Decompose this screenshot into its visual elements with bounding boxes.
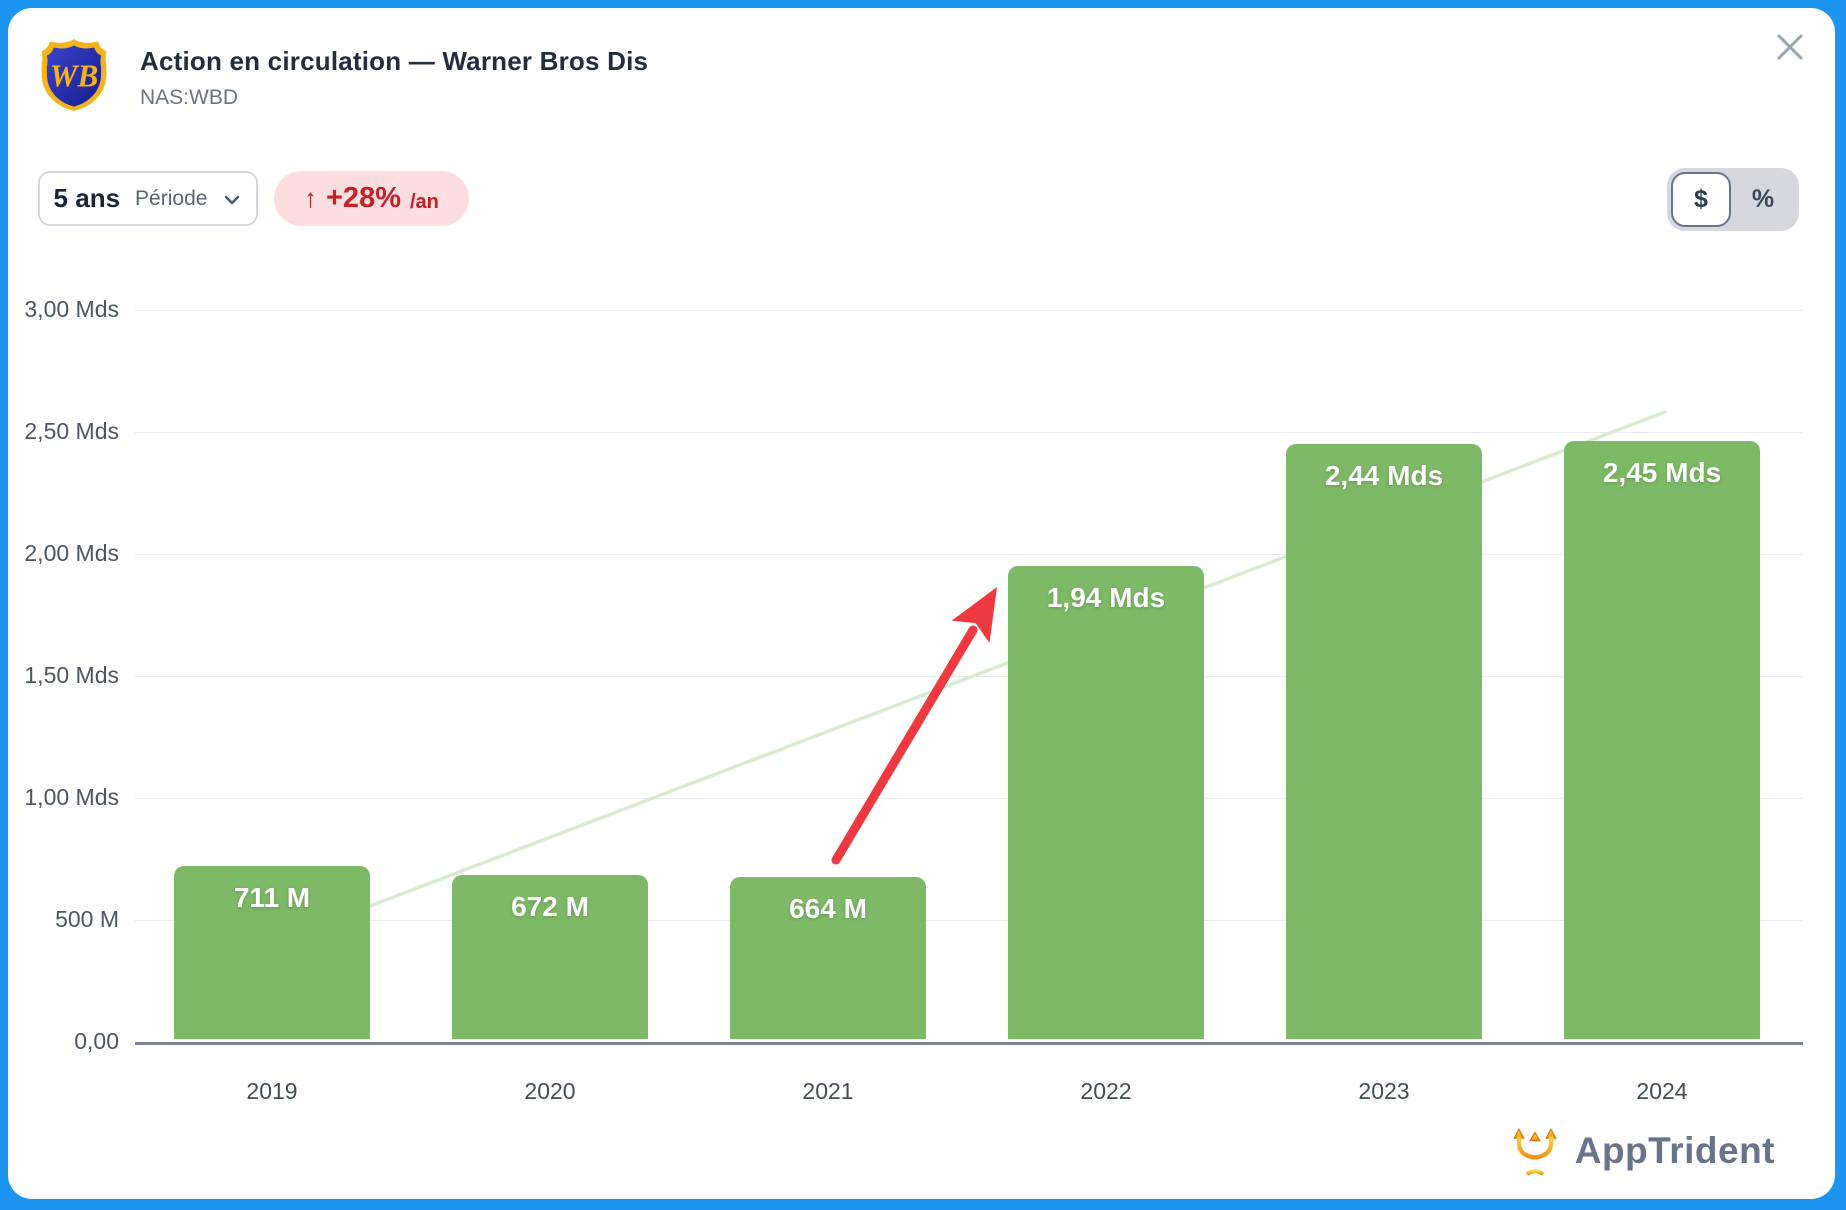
bar-2019[interactable]: 711 M	[174, 866, 370, 1039]
gridline	[135, 1042, 1803, 1045]
x-axis-tick-2021: 2021	[802, 1078, 854, 1104]
warner-bros-logo-icon: WB	[36, 38, 112, 112]
y-axis-tick: 2,00 Mds	[24, 540, 119, 566]
gridline	[135, 920, 1803, 921]
close-button[interactable]	[1771, 28, 1809, 66]
x-axis-tick-2022: 2022	[1080, 1078, 1132, 1104]
bar-value-label: 2,45 Mds	[1602, 457, 1722, 488]
gridline	[135, 310, 1803, 311]
x-axis-tick-2024: 2024	[1636, 1078, 1688, 1104]
y-axis-tick: 500 M	[55, 906, 119, 932]
y-axis-tick: 0,00	[74, 1028, 119, 1054]
bar-2022[interactable]: 1,94 Mds	[1008, 566, 1204, 1039]
growth-suffix: /an	[409, 190, 439, 213]
y-axis-tick: 1,00 Mds	[24, 784, 119, 810]
chart-card: WB Action en circulation — Warner Bros D…	[8, 8, 1835, 1199]
bar-value-label: 711 M	[233, 882, 311, 913]
chevron-down-icon	[225, 195, 240, 205]
x-axis-tick-2023: 2023	[1358, 1078, 1410, 1104]
bar-value-label: 1,94 Mds	[1046, 582, 1166, 613]
page-title: Action en circulation — Warner Bros Dis	[140, 46, 649, 76]
bar-value-label: 664 M	[789, 893, 867, 924]
up-arrow-icon: ↑	[304, 183, 317, 213]
bar-2024[interactable]: 2,45 Mds	[1564, 441, 1760, 1039]
bar-value-label: 672 M	[511, 891, 589, 922]
period-label: Période	[135, 186, 208, 210]
bar-2023[interactable]: 2,44 Mds	[1286, 444, 1482, 1039]
bar-value-label: 2,44 Mds	[1324, 460, 1444, 491]
unit-toggle: $ %	[1667, 168, 1799, 231]
bar-2020[interactable]: 672 M	[452, 875, 648, 1039]
growth-badge: ↑ +28% /an	[274, 171, 469, 226]
bar-chart: 3,00 Mds 2,50 Mds 2,00 Mds 1,50 Mds 1,00 Mds…	[24, 296, 1803, 1104]
brand-footer: AppTrident	[1509, 1123, 1775, 1179]
y-axis-tick: 3,00 Mds	[24, 296, 119, 322]
period-value: 5 ans	[53, 183, 121, 213]
ticker-label: NAS:WBD	[140, 86, 239, 109]
toggle-percent-button[interactable]: %	[1751, 185, 1775, 213]
period-selector[interactable]: 5 ans Période	[38, 171, 258, 226]
y-axis-tick: 2,50 Mds	[24, 418, 119, 444]
x-axis-tick-2019: 2019	[246, 1078, 298, 1104]
y-axis-tick: 1,50 Mds	[24, 662, 119, 688]
trident-icon	[1512, 1128, 1557, 1176]
close-icon	[1777, 34, 1803, 60]
bar-2021[interactable]: 664 M	[730, 877, 926, 1039]
growth-value: +28%	[326, 182, 401, 214]
svg-text:WB: WB	[50, 59, 99, 94]
x-axis-tick-2020: 2020	[524, 1078, 576, 1104]
toggle-dollar-button[interactable]: $	[1671, 172, 1731, 227]
bars-layer: 711 M 672 M 664 M 1,94 Mds 2,44 Mds 2,45 Mds	[135, 310, 1803, 1042]
brand-name: AppTrident	[1574, 1130, 1775, 1171]
